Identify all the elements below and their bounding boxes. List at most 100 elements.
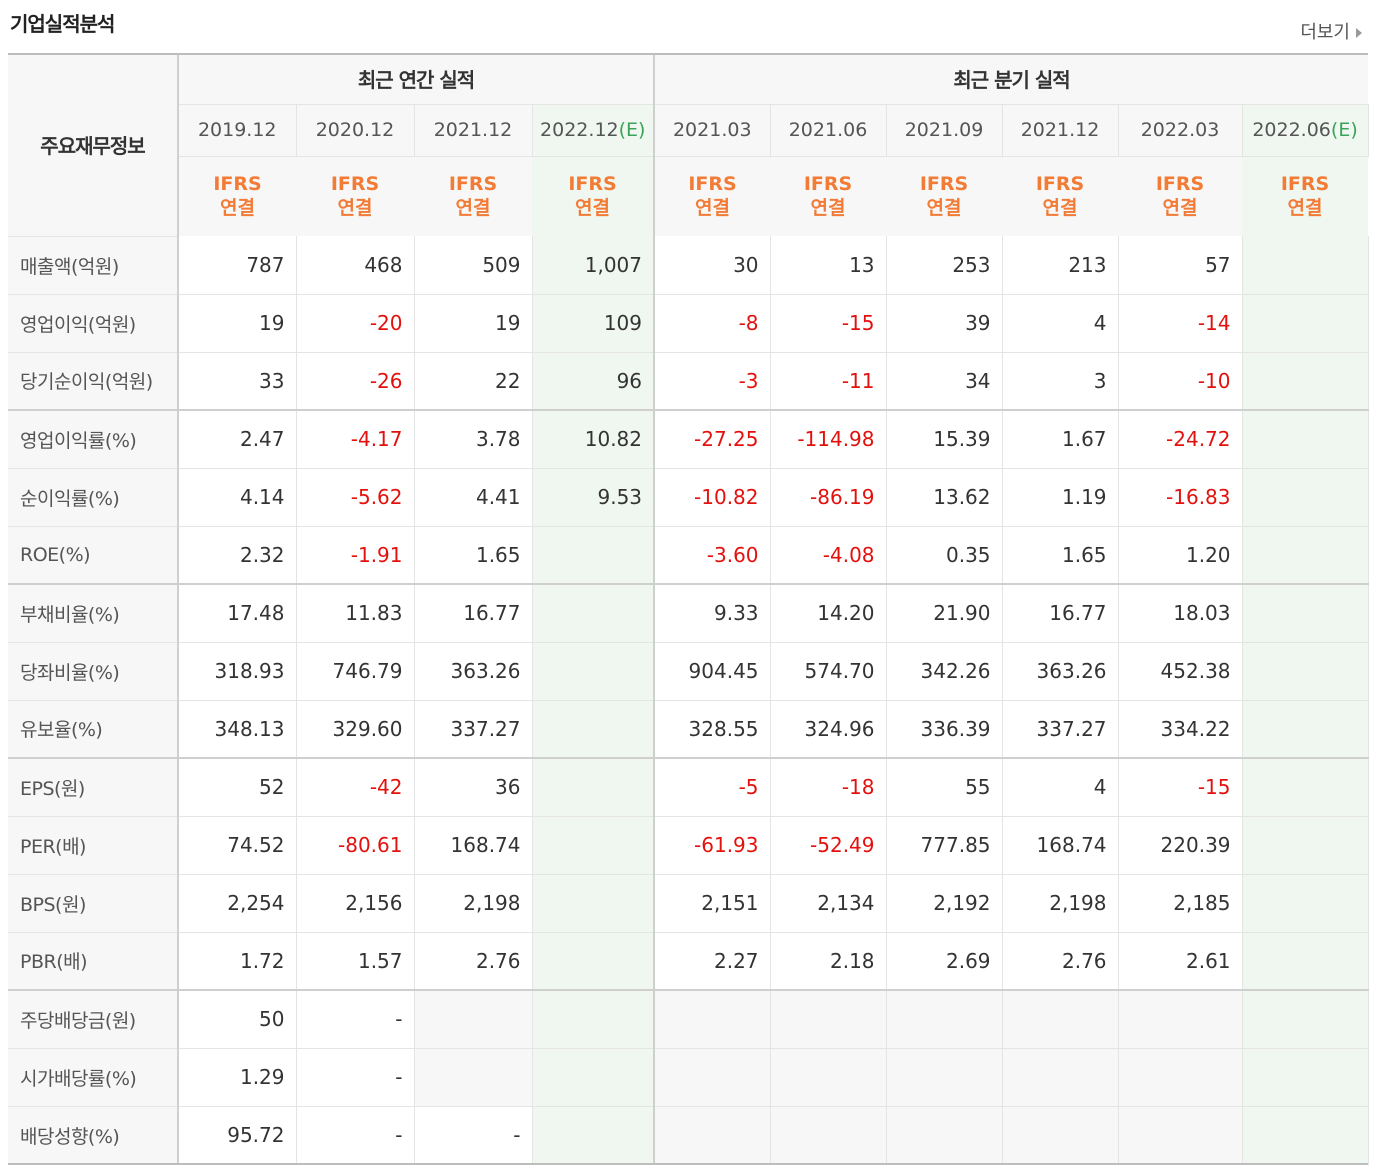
table-cell: 574.70 xyxy=(770,642,887,701)
ifrs-label: IFRS xyxy=(330,173,380,196)
table-cell: -15 xyxy=(770,294,887,353)
table-cell: 13 xyxy=(770,236,887,295)
consolidated-label: 연결 xyxy=(337,197,373,220)
period-header: 2021.06 xyxy=(770,104,887,157)
table-cell: 34 xyxy=(886,352,1003,411)
table-bottom-border xyxy=(8,1163,1368,1165)
table-cell xyxy=(770,1106,887,1165)
table-row: BPS(원) 2,254 2,156 2,198 2,151 2,134 2,192 2,19… xyxy=(8,874,1369,933)
table-cell: 96 xyxy=(532,352,656,411)
table-cell: -15 xyxy=(1118,757,1243,817)
table-cell: -8 xyxy=(654,294,771,353)
table-cell: 213 xyxy=(1002,236,1119,295)
table-cell xyxy=(1242,352,1369,411)
table-cell: 21.90 xyxy=(886,583,1003,643)
table-cell xyxy=(654,1048,771,1107)
table-cell: -80.61 xyxy=(296,816,415,875)
ifrs-badge: IFRS 연결 xyxy=(1118,156,1243,236)
table-cell: 1.67 xyxy=(1002,409,1119,469)
table-row: PER(배) 74.52 -80.61 168.74 -61.93 -52.49 777.8… xyxy=(8,816,1369,875)
ifrs-label: IFRS xyxy=(688,173,737,196)
period-header: 2022.12(E) xyxy=(532,104,656,157)
ifrs-label: IFRS xyxy=(568,173,617,196)
table-cell: 30 xyxy=(654,236,771,295)
table-cell: 9.33 xyxy=(654,583,771,643)
table-cell: 328.55 xyxy=(654,700,771,759)
table-cell: 363.26 xyxy=(414,642,533,701)
table-row: PBR(배) 1.72 1.57 2.76 2.27 2.18 2.69 2.76 2.61 xyxy=(8,932,1369,991)
table-cell: 1,007 xyxy=(532,236,656,295)
table-cell: 17.48 xyxy=(178,583,297,643)
table-cell: 1.20 xyxy=(1118,526,1243,585)
table-cell: -3 xyxy=(654,352,771,411)
table-row: 순이익률(%) 4.14 -5.62 4.41 9.53 -10.82 -86.19 13.6… xyxy=(8,468,1369,527)
table-cell: 2.76 xyxy=(1002,932,1119,991)
table-cell xyxy=(532,700,656,759)
table-cell: -4.08 xyxy=(770,526,887,585)
table-cell: 220.39 xyxy=(1118,816,1243,875)
row-label: 당좌비율(%) xyxy=(8,642,179,701)
table-cell xyxy=(532,932,656,991)
more-link[interactable]: 더보기 xyxy=(1300,18,1362,44)
period-label: 2021.12 xyxy=(1020,119,1100,141)
table-cell xyxy=(1242,642,1369,701)
table-cell: -3.60 xyxy=(654,526,771,585)
table-cell xyxy=(1242,989,1369,1049)
table-cell xyxy=(414,1048,533,1107)
ifrs-badge: IFRS 연결 xyxy=(654,156,771,236)
table-cell: - xyxy=(296,989,415,1049)
table-cell: 11.83 xyxy=(296,583,415,643)
chevron-right-icon xyxy=(1356,28,1362,38)
table-row: 영업이익(억원) 19 -20 19 109 -8 -15 39 4 -14 xyxy=(8,294,1369,353)
row-label: 유보율(%) xyxy=(8,700,179,759)
period-header: 2022.03 xyxy=(1118,104,1243,157)
table-cell: -10.82 xyxy=(654,468,771,527)
table-cell xyxy=(1242,932,1369,991)
table-cell: 1.19 xyxy=(1002,468,1119,527)
estimate-mark: (E) xyxy=(1330,119,1358,141)
table-cell xyxy=(1118,1106,1243,1165)
table-cell: 39 xyxy=(886,294,1003,353)
table-cell: 19 xyxy=(178,294,297,353)
table-cell: 74.52 xyxy=(178,816,297,875)
table-cell: 1.65 xyxy=(1002,526,1119,585)
ifrs-badge: IFRS 연결 xyxy=(886,156,1003,236)
ifrs-badge: IFRS 연결 xyxy=(178,156,296,236)
quarter-group-header: 최근 분기 실적 xyxy=(654,54,1369,105)
table-row: 주당배당금(원) 50- xyxy=(8,989,1369,1049)
table-cell: 904.45 xyxy=(654,642,771,701)
table-cell: 9.53 xyxy=(532,468,656,527)
table-cell: 168.74 xyxy=(414,816,533,875)
period-label: 2021.12 xyxy=(433,119,513,141)
period-header: 2021.09 xyxy=(886,104,1003,157)
table-cell xyxy=(1242,816,1369,875)
consolidated-label: 연결 xyxy=(926,197,962,220)
table-row: EPS(원) 52 -42 36 -5 -18 55 4 -15 xyxy=(8,757,1369,817)
table-cell: 253 xyxy=(886,236,1003,295)
table-cell xyxy=(1242,409,1369,469)
table-cell: -5.62 xyxy=(296,468,415,527)
consolidated-label: 연결 xyxy=(455,197,491,220)
consolidated-label: 연결 xyxy=(810,197,846,220)
table-cell: 10.82 xyxy=(532,409,656,469)
table-row: 부채비율(%) 17.48 11.83 16.77 9.33 14.20 21.90 16.7… xyxy=(8,583,1369,643)
table-cell xyxy=(414,989,533,1049)
table-cell: 342.26 xyxy=(886,642,1003,701)
table-cell xyxy=(532,816,656,875)
table-row: 매출액(억원) 787 468 509 1,007 30 13 253 213 57 xyxy=(8,236,1369,295)
row-label: PER(배) xyxy=(8,816,179,875)
row-label: BPS(원) xyxy=(8,874,179,933)
table-cell xyxy=(532,1106,656,1165)
period-header: 2019.12 xyxy=(178,104,297,157)
table-cell: -61.93 xyxy=(654,816,771,875)
table-cell: -5 xyxy=(654,757,771,817)
table-cell xyxy=(532,642,656,701)
table-cell: 2,156 xyxy=(296,874,415,933)
table-cell xyxy=(1002,1048,1119,1107)
annual-group-header: 최근 연간 실적 xyxy=(178,54,656,105)
table-cell: 168.74 xyxy=(1002,816,1119,875)
ifrs-badge: IFRS 연결 xyxy=(296,156,414,236)
table-cell: 4 xyxy=(1002,294,1119,353)
table-cell: -52.49 xyxy=(770,816,887,875)
consolidated-label: 연결 xyxy=(1042,197,1078,220)
